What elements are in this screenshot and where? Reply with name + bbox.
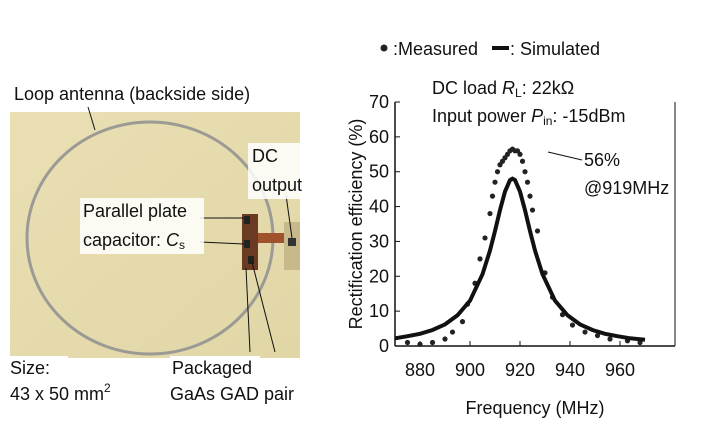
antenna-label: Loop antenna (backside side) xyxy=(14,84,250,104)
data-point xyxy=(529,207,536,213)
data-point xyxy=(477,256,483,262)
subscript: L xyxy=(515,86,522,100)
chip xyxy=(244,240,250,248)
leader xyxy=(251,261,276,353)
package-label: GaAs GAD pair xyxy=(170,384,294,404)
annotation: Input power Pin: -15dBm xyxy=(432,106,625,128)
leader xyxy=(199,241,245,245)
text: : -15dBm xyxy=(552,106,625,126)
label-bg xyxy=(248,143,324,199)
data-point xyxy=(459,319,466,325)
data-point xyxy=(607,336,613,342)
superscript: 2 xyxy=(104,381,111,395)
data-point xyxy=(429,339,436,346)
x-tick-label: 940 xyxy=(555,360,585,380)
annotation: @919MHz xyxy=(584,178,669,198)
text: DC load xyxy=(432,78,502,98)
data-point xyxy=(517,151,523,157)
photo: Loop antenna (backside side) DC output P… xyxy=(8,84,324,404)
label-bg xyxy=(80,198,204,254)
cap-label: capacitor: Cs xyxy=(83,230,185,252)
label-bg xyxy=(8,356,68,380)
data-point xyxy=(494,169,501,175)
chip xyxy=(244,216,250,224)
data-point xyxy=(527,193,533,199)
data-point xyxy=(482,235,488,241)
y-axis-label: Rectification efficiency (%) xyxy=(346,119,366,330)
data-point xyxy=(417,341,423,347)
text: Input power xyxy=(432,106,531,126)
y-tick-label: 20 xyxy=(369,266,389,286)
data-point xyxy=(492,179,498,185)
annotation-bg xyxy=(428,74,678,124)
data-point xyxy=(442,336,448,342)
text: P xyxy=(531,106,543,126)
strip xyxy=(256,233,290,243)
x-tick-label: 960 xyxy=(605,360,635,380)
chart: Frequency (MHz) Rectification efficiency… xyxy=(346,39,678,418)
x-tick-label: 900 xyxy=(455,360,485,380)
cap-label: Parallel plate xyxy=(83,201,187,221)
legend-marker xyxy=(380,44,388,52)
data-point xyxy=(487,210,493,217)
data-point xyxy=(524,179,531,185)
leader xyxy=(245,267,251,353)
data-point xyxy=(569,322,576,328)
dc-label: DC xyxy=(252,146,278,166)
text: capacitor: xyxy=(83,230,166,250)
subscript: s xyxy=(179,238,185,252)
text: 43 x 50 mm xyxy=(10,384,104,404)
data-point xyxy=(522,169,528,175)
size-label: 43 x 50 mm2 xyxy=(10,381,111,404)
label-bg xyxy=(170,356,260,380)
text: : 22kΩ xyxy=(522,78,574,98)
subscript: in xyxy=(543,114,552,128)
y-tick-label: 40 xyxy=(369,197,389,217)
x-axis-label: Frequency (MHz) xyxy=(465,398,604,418)
data-point xyxy=(582,329,588,335)
leader xyxy=(285,194,293,239)
chip xyxy=(248,256,254,264)
text: C xyxy=(166,230,180,250)
size-label: Size: xyxy=(10,358,50,378)
x-tick-label: 920 xyxy=(505,360,535,380)
legend-label: :Measured xyxy=(393,39,478,59)
pin xyxy=(288,238,296,246)
y-tick-label: 10 xyxy=(369,301,389,321)
x-tick-label: 880 xyxy=(405,360,435,380)
annotation: DC load RL: 22kΩ xyxy=(432,78,574,100)
text: R xyxy=(502,78,515,98)
y-tick-label: 50 xyxy=(369,162,389,182)
leader xyxy=(87,106,96,131)
data-point xyxy=(489,193,496,199)
package-label: Packaged xyxy=(172,358,252,378)
y-tick-label: 60 xyxy=(369,127,389,147)
data-point xyxy=(594,332,601,339)
leader xyxy=(547,151,583,161)
data-line xyxy=(394,176,646,342)
dc-label: output xyxy=(252,175,302,195)
data-point xyxy=(449,329,456,335)
data-point xyxy=(519,158,526,164)
data-point xyxy=(404,339,411,346)
data-point xyxy=(534,228,541,234)
y-tick-label: 0 xyxy=(379,336,389,356)
annotation: 56% xyxy=(584,150,620,170)
legend-label: : Simulated xyxy=(510,39,600,59)
y-tick-label: 30 xyxy=(369,231,389,251)
y-tick-label: 70 xyxy=(369,92,389,112)
